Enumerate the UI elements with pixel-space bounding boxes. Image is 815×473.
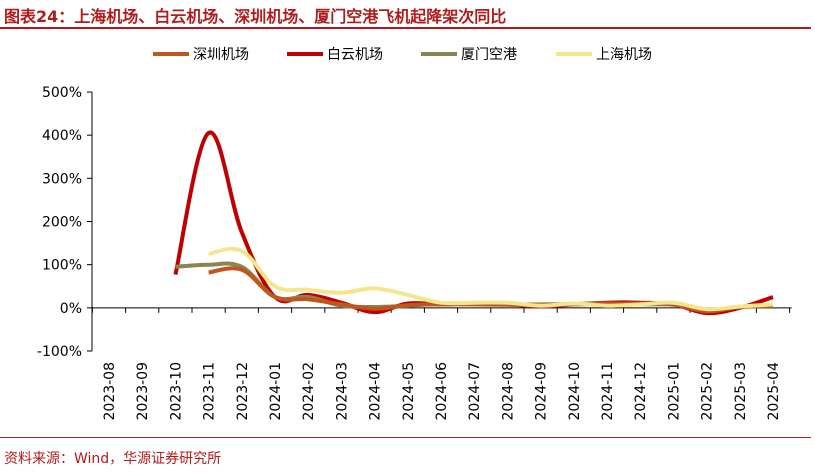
x-tick-label: 2024-01 — [268, 362, 284, 421]
source-note: 资料来源：Wind，华源证券研究所 — [4, 451, 222, 467]
chart-legend: 深圳机场 白云机场 厦门空港 上海机场 — [153, 47, 652, 63]
legend-label: 白云机场 — [327, 47, 383, 63]
x-tick-label: 2024-10 — [567, 362, 583, 421]
legend-label: 上海机场 — [596, 47, 652, 63]
legend-label: 厦门空港 — [461, 47, 517, 63]
x-tick-label: 2024-06 — [434, 362, 450, 421]
x-tick-label: 2024-08 — [500, 362, 516, 421]
y-tick-label: 300% — [42, 171, 82, 187]
x-tick-label: 2024-07 — [467, 362, 483, 421]
x-tick-label: 2024-09 — [534, 362, 550, 421]
x-tick-label: 2025-03 — [733, 362, 749, 421]
x-tick-label: 2024-05 — [401, 362, 417, 421]
y-tick-label: 200% — [42, 215, 82, 231]
x-tick-label: 2025-04 — [766, 362, 782, 421]
series-line-1 — [173, 130, 774, 316]
title-divider — [0, 27, 811, 29]
legend-item: 厦门空港 — [421, 47, 517, 63]
y-tick-label: 400% — [42, 128, 82, 144]
y-tick-label: -100% — [37, 344, 82, 360]
footer-divider — [0, 437, 811, 438]
x-tick-label: 2024-03 — [334, 362, 350, 421]
x-tick-label: 2023-11 — [202, 362, 218, 421]
x-tick-label: 2025-01 — [666, 362, 682, 421]
legend-label: 深圳机场 — [193, 47, 249, 63]
chart-title: 图表24：上海机场、白云机场、深圳机场、厦门空港飞机起降架次同比 — [4, 7, 507, 26]
x-tick-label: 2023-08 — [102, 362, 118, 421]
x-tick-label: 2024-02 — [301, 362, 317, 421]
legend-item: 深圳机场 — [153, 47, 249, 63]
x-tick-label: 2023-09 — [135, 362, 151, 421]
y-tick-label: 0% — [60, 301, 82, 317]
y-tick-label: 500% — [42, 85, 82, 101]
legend-item: 上海机场 — [556, 47, 652, 63]
x-tick-label: 2023-12 — [235, 362, 251, 421]
x-tick-label: 2025-02 — [700, 362, 716, 421]
y-tick-label: 100% — [42, 258, 82, 274]
chart-axes: -100% 0% 100% 200% 300% 400% 500% 2023-08 2023-0… — [37, 85, 792, 421]
series-line-3 — [208, 246, 774, 312]
legend-item: 白云机场 — [287, 47, 383, 63]
x-tick-label: 2024-11 — [600, 362, 616, 421]
x-tick-label: 2024-12 — [633, 362, 649, 421]
x-tick-label: 2023-10 — [168, 362, 184, 421]
x-tick-label: 2024-04 — [368, 362, 384, 421]
chart-series — [173, 130, 774, 316]
